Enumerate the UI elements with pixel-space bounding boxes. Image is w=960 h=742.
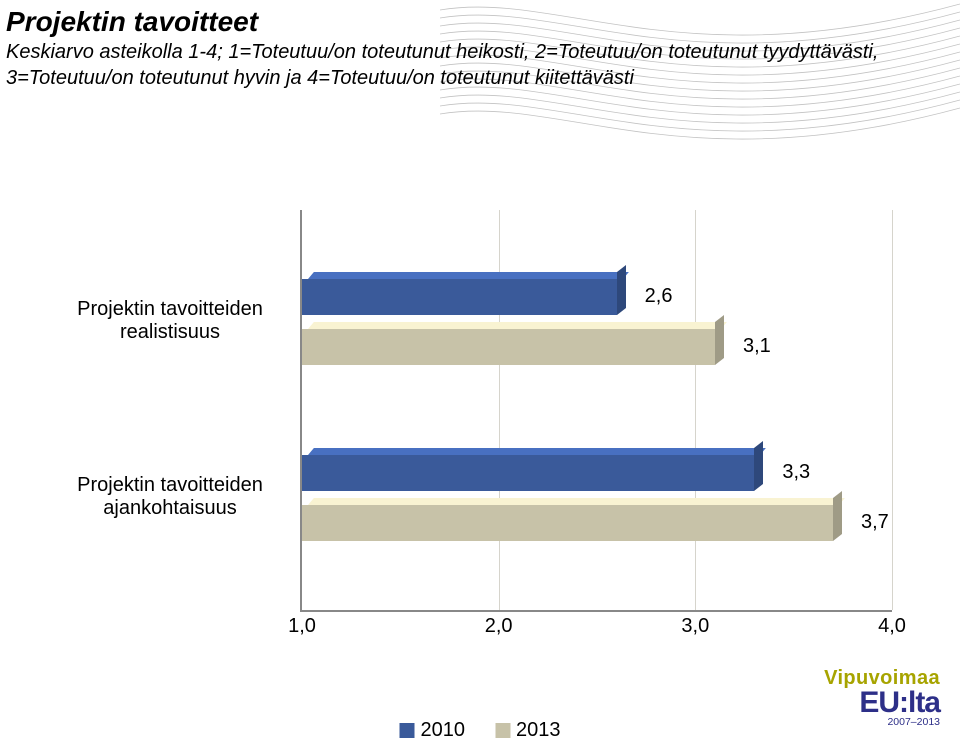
x-tick: 4,0 [878, 615, 906, 638]
chart-plot: 1,02,03,04,02,63,13,33,7 [300, 210, 892, 612]
chart: 1,02,03,04,02,63,13,33,7 2010 2013 Proje… [60, 210, 900, 670]
bar [302, 279, 617, 315]
bar-value-label: 3,1 [743, 335, 771, 358]
bar-value-label: 2,6 [645, 285, 673, 308]
logo-line2: EU:lta [824, 686, 940, 720]
category-label: Projektin tavoitteiden ajankohtaisuus [60, 474, 280, 520]
legend-label: 2010 [421, 719, 466, 741]
bar [302, 455, 754, 491]
page-title: Projektin tavoitteet [6, 6, 258, 38]
x-tick: 3,0 [681, 615, 709, 638]
legend-item-2013: 2013 [495, 719, 561, 742]
bar-value-label: 3,3 [782, 461, 810, 484]
category-label: Projektin tavoitteiden realistisuus [60, 298, 280, 344]
legend-label: 2013 [516, 719, 561, 741]
x-tick: 1,0 [288, 615, 316, 638]
bar [302, 505, 833, 541]
chart-legend: 2010 2013 [400, 719, 561, 742]
bar [302, 329, 715, 365]
page-subtitle: Keskiarvo asteikolla 1-4; 1=Toteutuu/on … [6, 40, 886, 91]
x-tick: 2,0 [485, 615, 513, 638]
legend-item-2010: 2010 [400, 719, 466, 742]
footer-logo: Vipuvoimaa EU:lta 2007–2013 [824, 667, 940, 728]
bar-value-label: 3,7 [861, 511, 889, 534]
